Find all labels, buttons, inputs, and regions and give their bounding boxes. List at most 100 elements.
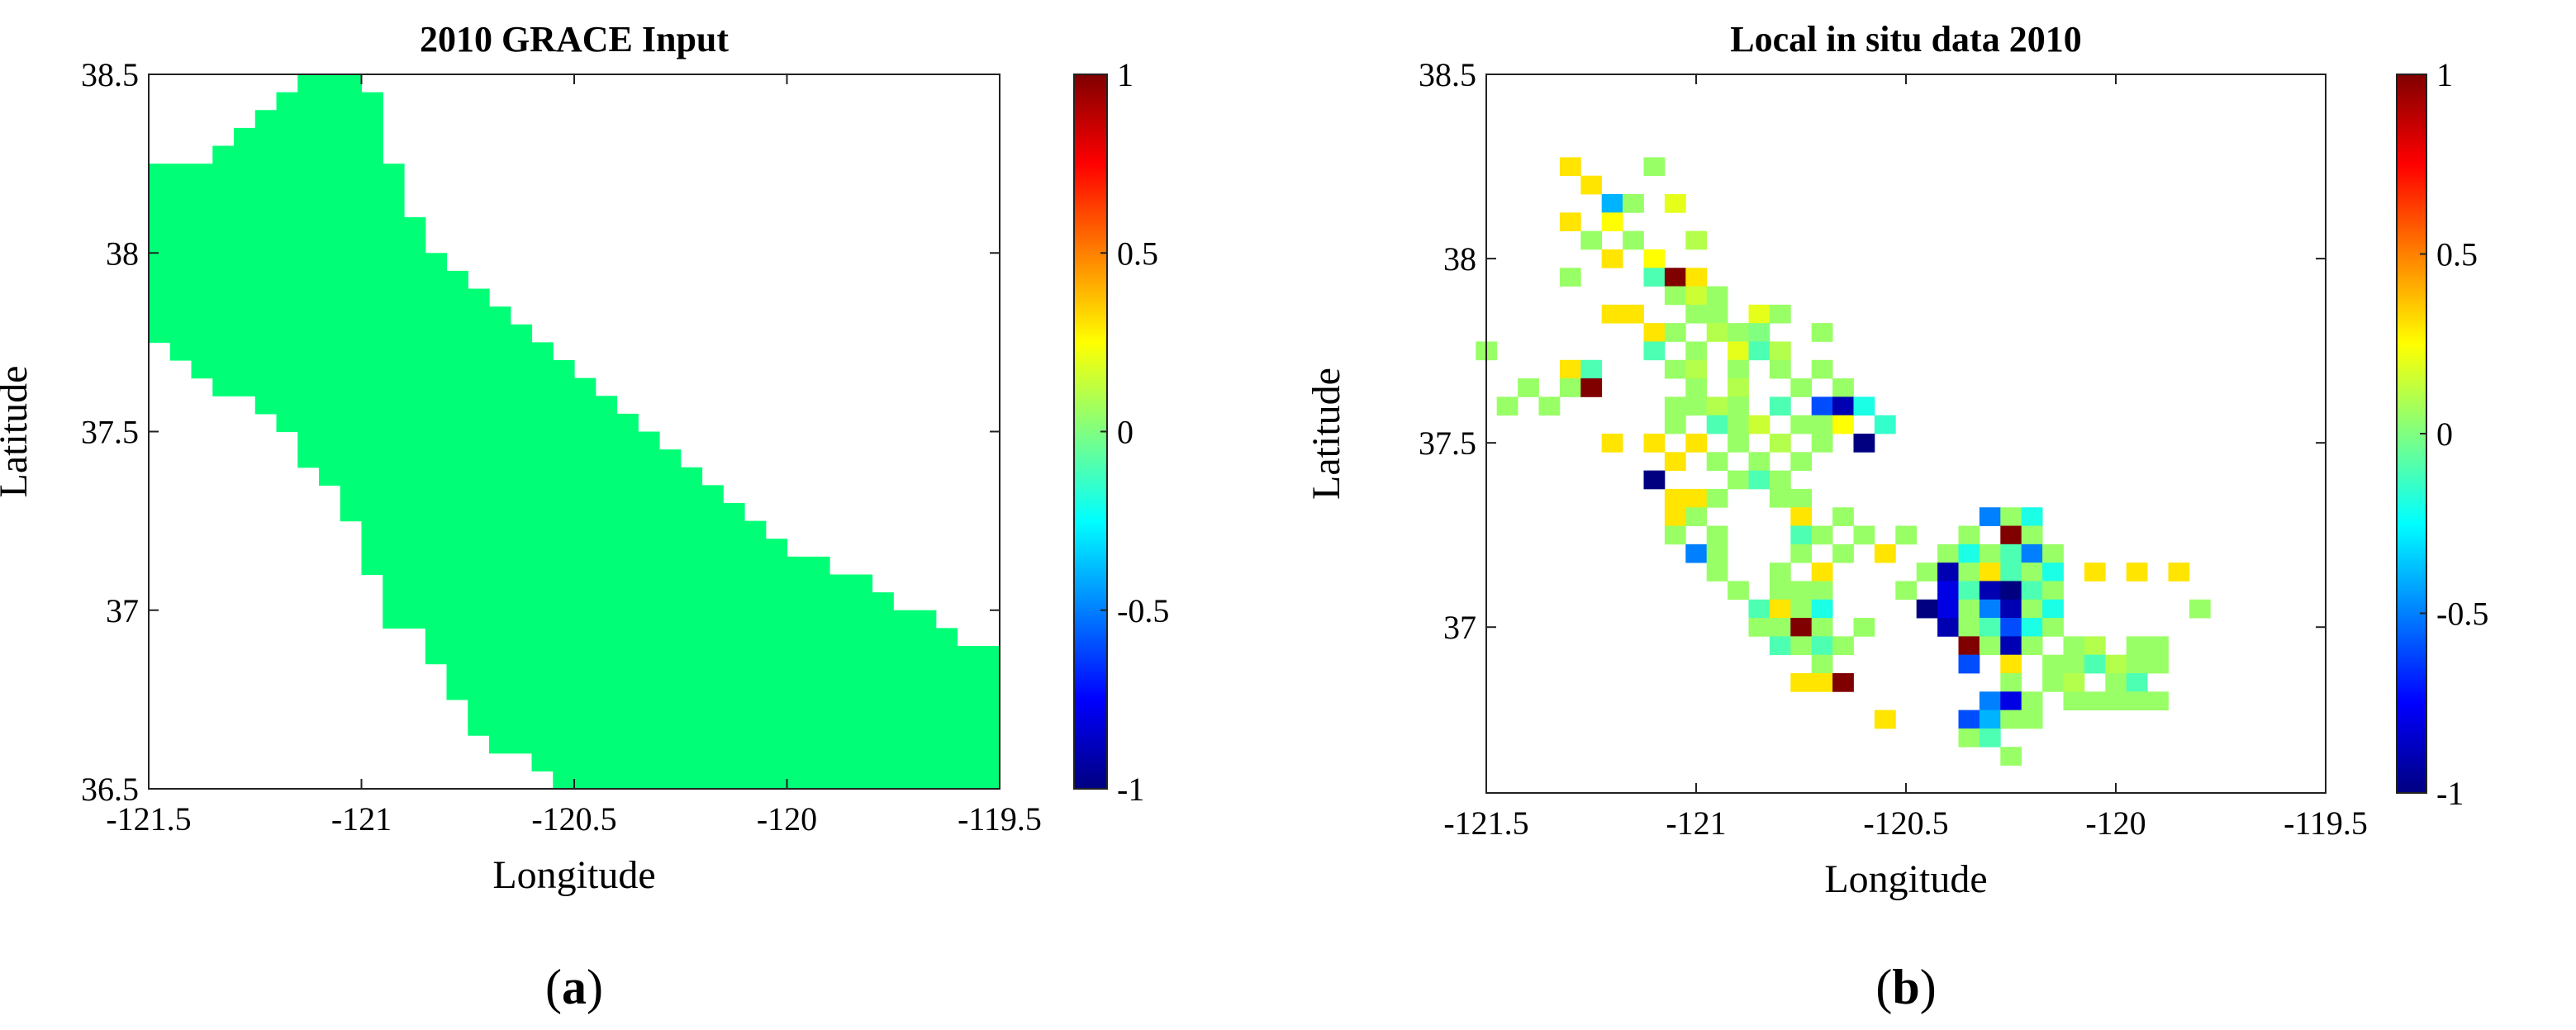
- colorbar-tick-label: 1: [1117, 56, 1134, 93]
- data-cell: [1643, 268, 1666, 287]
- data-cell: [361, 539, 788, 558]
- data-cell: [2168, 562, 2190, 581]
- data-cell: [1790, 543, 1813, 563]
- data-cell: [2000, 710, 2022, 729]
- data-cell: [489, 735, 1000, 754]
- data-cell: [1685, 434, 1708, 453]
- data-cell: [1958, 562, 1980, 581]
- data-cell: [2000, 507, 2022, 526]
- data-cell: [1601, 249, 1623, 268]
- data-cell: [2105, 654, 2127, 674]
- data-cell: [1728, 396, 1749, 416]
- data-cell: [1664, 286, 1686, 306]
- data-cell: [1748, 304, 1770, 324]
- data-cell: [2021, 525, 2043, 545]
- data-cell: [1769, 359, 1791, 379]
- data-cell: [1706, 543, 1728, 563]
- data-cell: [1769, 581, 1791, 600]
- data-cell: [2147, 691, 2169, 711]
- data-cell: [1728, 581, 1749, 600]
- x-tick-label: -121.5: [106, 800, 191, 838]
- data-cell: [1580, 230, 1603, 250]
- data-cell: [1811, 636, 1833, 656]
- data-cell: [1685, 359, 1708, 379]
- data-cell: [468, 699, 1000, 719]
- data-cell: [1832, 378, 1854, 397]
- data-cell: [1601, 194, 1623, 213]
- data-cell: [1832, 673, 1854, 692]
- data-cell: [2000, 654, 2022, 674]
- data-cell: [1811, 618, 1833, 637]
- data-cell: [1832, 636, 1854, 656]
- data-cell: [2126, 673, 2148, 692]
- data-cell: [1685, 543, 1708, 563]
- colorbar-tick-label: -1: [1117, 771, 1144, 808]
- panel-caption-letter: b: [1892, 960, 1919, 1014]
- data-cell: [2000, 747, 2022, 766]
- data-cell: [1958, 543, 1980, 563]
- data-cell: [1895, 525, 1918, 545]
- data-cell: [1937, 618, 1959, 637]
- data-cell: [1601, 434, 1623, 453]
- data-cell: [1811, 562, 1833, 581]
- data-cell: [1811, 581, 1833, 600]
- data-cell: [1559, 359, 1581, 379]
- data-cell: [1728, 341, 1749, 361]
- data-cell: [149, 217, 426, 236]
- data-cell: [383, 574, 873, 593]
- colorbar-tick-label: -1: [2436, 775, 2464, 812]
- data-cell: [1748, 415, 1770, 434]
- data-cell: [1979, 562, 2001, 581]
- data-cell: [1706, 323, 1728, 342]
- data-cell: [1728, 434, 1749, 453]
- data-cell: [1916, 562, 1938, 581]
- data-cell: [1958, 581, 1980, 600]
- data-cell: [1979, 618, 2001, 637]
- data-cell: [1664, 359, 1686, 379]
- y-axis-title-a: Latitude: [0, 366, 36, 498]
- x-tick-label: -119.5: [2284, 805, 2368, 842]
- colorbar-tick-label: 0: [1117, 414, 1134, 451]
- data-cell: [468, 717, 1000, 736]
- data-cell: [1623, 304, 1644, 324]
- data-cell: [1685, 304, 1708, 324]
- x-tick-label: -121: [331, 800, 392, 838]
- data-cell: [1853, 434, 1875, 453]
- x-axis-title-b: Longitude: [1824, 857, 1987, 901]
- data-cell: [1728, 415, 1749, 434]
- data-cell: [1769, 488, 1791, 508]
- data-cell: [1664, 323, 1686, 342]
- data-cell: [1623, 230, 1644, 250]
- data-cell: [2021, 636, 2043, 656]
- chart-a: -121.5 -121 -120.5 -120 -119.5 36.5 37 37.5 38 38…: [0, 19, 1169, 1014]
- data-cell: [2084, 636, 2106, 656]
- y-tick-label: 38.5: [81, 56, 139, 93]
- data-cell: [1580, 359, 1603, 379]
- data-cell: [149, 270, 468, 290]
- data-cell: [1706, 286, 1728, 306]
- data-cells-b: [1476, 157, 2211, 766]
- data-cell: [1518, 378, 1539, 397]
- data-cell: [553, 771, 1000, 790]
- panel-caption-a: (a): [545, 960, 603, 1014]
- data-cell: [1811, 525, 1833, 545]
- data-cell: [1706, 452, 1728, 472]
- data-cell: [1790, 415, 1813, 434]
- colorbar-tick-label: 1: [2436, 56, 2453, 93]
- data-cell: [531, 752, 1000, 771]
- data-cell: [1874, 710, 1896, 729]
- data-cell: [1664, 194, 1686, 213]
- data-cell: [1623, 194, 1644, 213]
- data-cell: [2000, 599, 2022, 619]
- data-cell: [2042, 581, 2064, 600]
- data-cell: [1958, 636, 1980, 656]
- data-cell: [1685, 268, 1708, 287]
- data-cell: [1601, 304, 1623, 324]
- y-tick-label: 37.5: [1419, 425, 1476, 462]
- data-cell: [2000, 543, 2022, 563]
- data-cell: [1811, 415, 1833, 434]
- data-cell: [1664, 268, 1686, 287]
- data-cell: [1811, 359, 1833, 379]
- x-tick-label: -120.5: [1863, 805, 1948, 842]
- data-cell: [254, 396, 618, 415]
